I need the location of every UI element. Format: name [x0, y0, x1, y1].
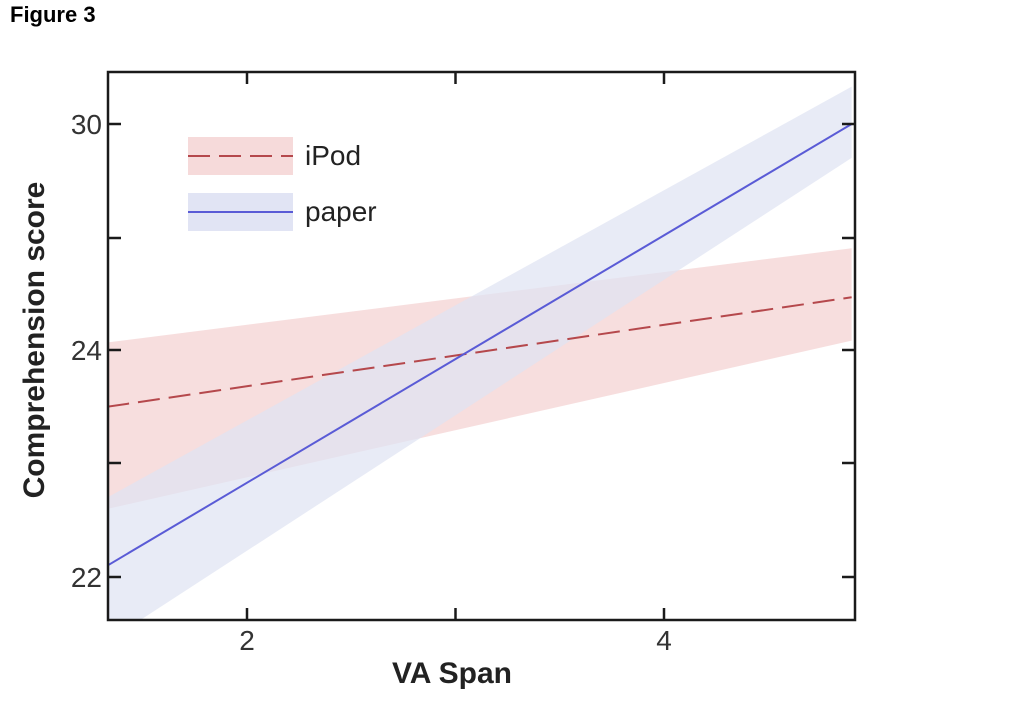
y-axis-title: Comprehension score [18, 182, 51, 499]
x-tick-label: 4 [656, 625, 672, 656]
plot-border [106, 70, 857, 622]
legend-label-ipod: iPod [305, 140, 361, 171]
ci-band-paper [108, 86, 852, 620]
y-tick-label: 30 [71, 109, 102, 140]
plot-frame [106, 70, 857, 622]
legend-label-paper: paper [305, 196, 377, 227]
confidence-bands [108, 86, 852, 620]
series-lines [108, 123, 853, 567]
x-tick-label: 2 [239, 625, 255, 656]
series-line-paper [108, 123, 853, 567]
figure-label: Figure 3 [10, 2, 96, 27]
legend: iPod paper [188, 137, 377, 231]
x-axis-title: VA Span [392, 657, 512, 690]
y-tick-label: 22 [71, 562, 102, 593]
series-line-ipod [108, 296, 852, 408]
y-tick-label: 24 [71, 335, 102, 366]
